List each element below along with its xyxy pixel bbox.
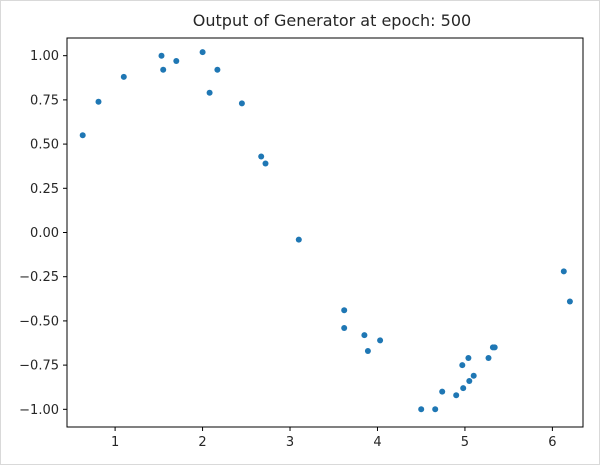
data-point [460,385,467,392]
data-point [258,153,265,160]
data-point [491,344,498,351]
data-point [453,392,460,399]
data-point [466,378,473,384]
data-point [459,362,466,369]
data-point [432,406,439,413]
y-tick-label: 0.25 [30,182,59,197]
y-tick-label: −1.00 [19,403,59,418]
data-point [79,132,86,139]
data-point [566,298,573,305]
data-point [560,268,567,275]
x-tick-label: 5 [461,435,469,450]
data-point [485,355,492,361]
x-tick-label: 6 [548,435,556,450]
plot-area [66,37,584,428]
data-point [120,73,127,80]
data-point [158,52,165,59]
data-point [470,372,477,379]
data-point [206,89,213,96]
y-tick-label: −0.25 [19,270,59,285]
data-point [95,98,102,105]
y-axis: −1.00 −0.75 −0.50 −0.25 0.00 0.25 0.50 0.75 1.00 [19,49,67,418]
x-tick-label: 1 [111,435,119,450]
data-point [160,66,167,73]
data-point [199,49,206,56]
data-point [361,332,368,339]
data-point [341,325,348,331]
y-tick-label: 0.75 [30,93,59,108]
x-tick-label: 4 [373,435,381,450]
y-tick-label: 0.00 [30,226,59,241]
data-point [377,337,384,344]
data-point [262,160,269,167]
y-tick-label: 1.00 [30,49,59,64]
x-tick-label: 3 [286,435,294,450]
y-tick-label: 0.50 [30,138,59,153]
x-axis: 1 2 3 4 5 6 [111,427,557,450]
data-point [439,388,446,395]
data-point [214,66,221,73]
data-point [465,355,472,361]
x-tick-label: 2 [198,435,206,450]
y-tick-label: −0.50 [19,314,59,329]
data-point [341,307,348,314]
data-point [418,406,425,413]
data-point [364,348,371,354]
data-point [238,100,245,107]
chart-title: Output of Generator at epoch: 500 [193,11,471,30]
data-points [79,49,573,413]
y-tick-label: −0.75 [19,359,59,374]
data-point [173,58,180,64]
data-point [295,236,302,243]
